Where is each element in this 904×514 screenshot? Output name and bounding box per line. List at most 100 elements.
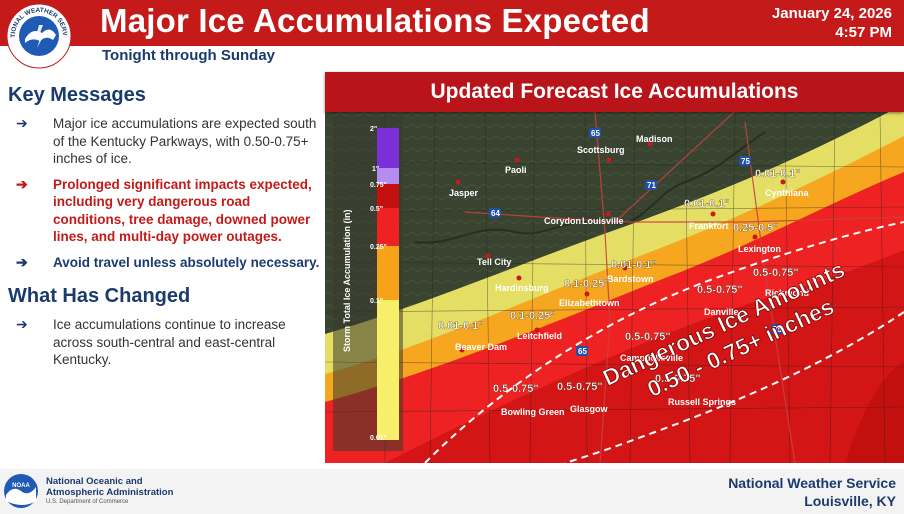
amount-label-richmond: 0.5-0.75"	[753, 267, 799, 279]
county-line	[879, 111, 886, 463]
city-glasgow: Glasgow	[570, 404, 609, 414]
county-line	[629, 111, 636, 463]
legend-tick: 0.5"	[370, 206, 383, 213]
arrow-right-icon: ➔	[16, 253, 28, 270]
issue-time: 4:57 PM	[835, 24, 892, 41]
county-line	[529, 111, 536, 463]
city-dot	[585, 403, 591, 409]
city-dot	[652, 353, 658, 359]
interstate-label: 71	[647, 181, 656, 190]
city-lexington: Lexington	[738, 244, 781, 254]
legend-swatch-05in	[377, 208, 399, 246]
legend-tick: 1"	[372, 166, 379, 173]
city-dot	[777, 291, 783, 297]
amount-label-bowling-green: 0.5-0.75"	[493, 383, 539, 395]
county-line	[684, 111, 691, 463]
interstate-shield	[771, 324, 783, 334]
interstate-shield	[589, 128, 601, 138]
city-scottsburg: Scottsburg	[577, 145, 625, 155]
city-dots	[455, 141, 786, 411]
city-dot	[455, 179, 461, 185]
city-dot	[710, 211, 716, 217]
amount-label-campbellsville: 0.5-0.75"	[625, 331, 671, 343]
key-message-2-text: Prolonged significant impacts expected, …	[53, 176, 312, 245]
city-richmond: Richmond	[765, 288, 809, 298]
map-svg: Scottsburg Madison Paoli Jasper Corydon …	[325, 72, 904, 463]
noaa-logo-text: NOAA	[12, 483, 30, 489]
city-madison: Madison	[636, 134, 673, 144]
dangerous-ice-outline	[424, 221, 904, 463]
county-line	[325, 206, 904, 213]
amount-label-danville: 0.5-0.75"	[697, 284, 743, 296]
key-message-1-text: Major ice accumulations are expected sou…	[53, 116, 317, 166]
city-russell-springs: Russell Springs	[668, 397, 736, 407]
city-beaver-dam: Beaver Dam	[455, 342, 507, 352]
city-dot	[647, 141, 653, 147]
legend-swatch-01in	[377, 300, 399, 440]
noaa-name-line-1: National Oceanic and	[46, 476, 143, 487]
city-leitchfield: Leitchfield	[517, 331, 562, 341]
key-message-2: ➔ Prolonged significant impacts expected…	[8, 176, 320, 246]
arrow-right-icon: ➔	[16, 115, 28, 131]
amount-label-leitchfield: 0.1-0.25"	[510, 310, 556, 322]
interstate-shield	[645, 180, 657, 190]
city-tell-city: Tell City	[477, 257, 511, 267]
legend-tick: 0.75"	[370, 182, 387, 189]
city-paoli: Paoli	[505, 165, 527, 175]
issue-date: January 24, 2026	[771, 5, 892, 22]
county-line	[429, 111, 436, 463]
city-bardstown: Bardstown	[607, 274, 654, 284]
ice-zone-heavy	[385, 250, 904, 463]
issue-datetime: January 24, 2026 4:57 PM	[772, 4, 892, 42]
noaa-name-line-2: Atmospheric Administration	[46, 487, 174, 498]
legend-tick: 2"	[370, 126, 377, 133]
city-dot	[485, 253, 491, 259]
legend-tick: 0.1"	[370, 298, 383, 305]
interstate-road	[614, 101, 746, 223]
map-title: Updated Forecast Ice Accumulations	[325, 72, 904, 112]
city-dot	[605, 211, 611, 217]
key-messages-heading: Key Messages	[8, 84, 146, 106]
county-line	[325, 161, 904, 168]
nws-office-line-2: Louisville, KY	[804, 493, 896, 509]
header-bar	[0, 0, 904, 46]
county-line	[325, 306, 904, 313]
interstate-shield	[576, 346, 588, 356]
changed-message-1: ➔ Ice accumulations continue to increase…	[8, 316, 320, 369]
legend-axis-label: Storm Total Ice Accumulation (in)	[342, 209, 352, 352]
amount-label-russell-springs: 0.5-0.75"	[655, 373, 701, 385]
legend-tick: 0.01"	[370, 435, 387, 442]
ice-forecast-map: Scottsburg Madison Paoli Jasper Corydon …	[325, 72, 904, 463]
interstate-label: 65	[591, 129, 600, 138]
nws-logo-icon: NATIONAL WEATHER SERVICE	[6, 3, 72, 69]
interstate-label: 75	[773, 325, 782, 334]
key-message-1: ➔ Major ice accumulations are expected s…	[8, 115, 320, 168]
noaa-name: National Oceanic and Atmospheric Adminis…	[46, 476, 173, 498]
key-message-3-text: Avoid travel unless absolutely necessary…	[53, 254, 320, 270]
legend-swatch-075in	[377, 184, 399, 208]
interstate-label: 65	[578, 347, 587, 356]
city-labels: Scottsburg Madison Paoli Jasper Corydon …	[449, 134, 810, 417]
legend-tick: 0.25"	[370, 244, 387, 251]
county-line	[325, 361, 904, 368]
interstate-label: 64	[491, 209, 500, 218]
interstate-road	[744, 121, 796, 463]
dangerous-ice-outline	[564, 311, 904, 463]
legend-swatch-025in	[377, 246, 399, 300]
city-dot	[520, 405, 526, 411]
county-line	[784, 111, 791, 463]
city-dot	[672, 391, 678, 397]
nws-office-line-1: National Weather Service	[728, 475, 896, 491]
city-dot	[567, 217, 573, 223]
legend-swatch-2in	[377, 128, 399, 168]
county-line	[729, 111, 736, 463]
city-frankfort: Frankfort	[689, 221, 729, 231]
city-elizabethtown: Elizabethtown	[559, 298, 620, 308]
noaa-logo-icon: NOAA	[4, 474, 38, 508]
county-line	[829, 111, 836, 463]
city-corydon: Corydon	[544, 216, 581, 226]
arrow-right-icon: ➔	[16, 316, 28, 332]
city-dot	[780, 179, 786, 185]
arrow-right-icon: ➔	[16, 175, 28, 192]
city-dot	[606, 157, 612, 163]
